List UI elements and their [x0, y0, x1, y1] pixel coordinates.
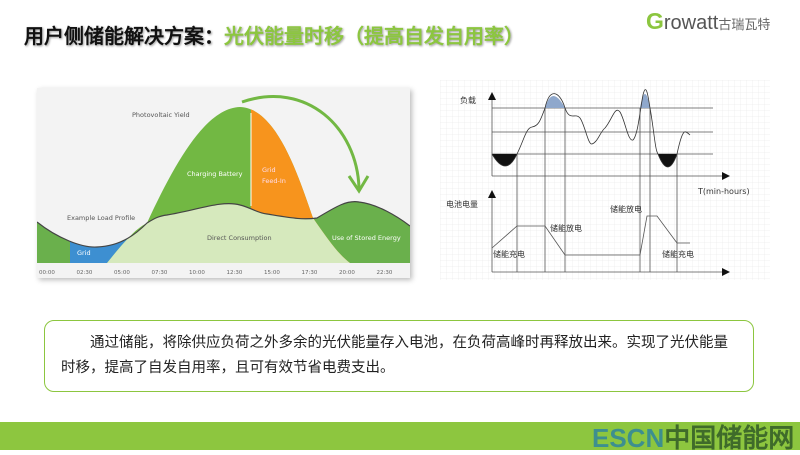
battery-curve — [491, 215, 690, 256]
load-curve — [36, 201, 411, 248]
time-tick: 05:00 — [114, 270, 130, 276]
svg-text:负载: 负载 — [460, 95, 476, 105]
svg-text:储能放电: 储能放电 — [550, 223, 582, 233]
svg-text:Feed-In: Feed-In — [262, 177, 286, 185]
time-tick: 22:30 — [377, 270, 393, 276]
time-tick: 20:00 — [339, 270, 355, 276]
svg-text:Direct Consumption: Direct Consumption — [207, 234, 272, 242]
growatt-logo: Growatt古瑞瓦特 — [646, 8, 771, 34]
svg-text:储能充电: 储能充电 — [662, 249, 694, 259]
shift-arrow — [241, 95, 361, 189]
svg-text:Example Load Profile: Example Load Profile — [67, 214, 135, 222]
time-tick: 00:00 — [39, 270, 55, 276]
time-tick: 17:30 — [302, 270, 318, 276]
time-tick: 12:30 — [227, 270, 243, 276]
svg-text:储能充电: 储能充电 — [493, 249, 525, 259]
slide-title: 用户侧储能解决方案：光伏能量时移（提高自发自用率） — [24, 24, 524, 48]
svg-text:Grid: Grid — [77, 249, 91, 257]
svg-text:T(min-hours): T(min-hours) — [697, 187, 750, 196]
load-battery-diagram: 负载 T(min-hours) 电池电量 储能充电 储能放电 储能放电 储能充电 — [440, 80, 770, 280]
svg-text:储能放电: 储能放电 — [610, 204, 642, 214]
time-tick: 02:30 — [77, 270, 93, 276]
svg-text:Photovoltaic Yield: Photovoltaic Yield — [132, 111, 190, 119]
time-tick: 10:00 — [189, 270, 205, 276]
title-highlight: 光伏能量时移（提高自发自用率） — [224, 24, 524, 48]
escn-logo: ESCN中国储能网 — [592, 423, 795, 453]
svg-text:Grid: Grid — [262, 166, 276, 174]
time-tick: 07:30 — [152, 270, 168, 276]
time-tick: 15:00 — [264, 270, 280, 276]
svg-text:电池电量: 电池电量 — [446, 199, 478, 209]
svg-text:Charging Battery: Charging Battery — [187, 170, 243, 178]
svg-text:Use of Stored Energy: Use of Stored Energy — [332, 234, 401, 242]
pv-time-shift-diagram: Photovoltaic Yield Example Load Profile … — [36, 88, 411, 278]
footer-band — [0, 422, 800, 450]
load-curve — [491, 89, 691, 168]
description-box: 通过储能，将除供应负荷之外多余的光伏能量存入电池，在负荷高峰时再释放出来。实现了… — [44, 320, 754, 392]
